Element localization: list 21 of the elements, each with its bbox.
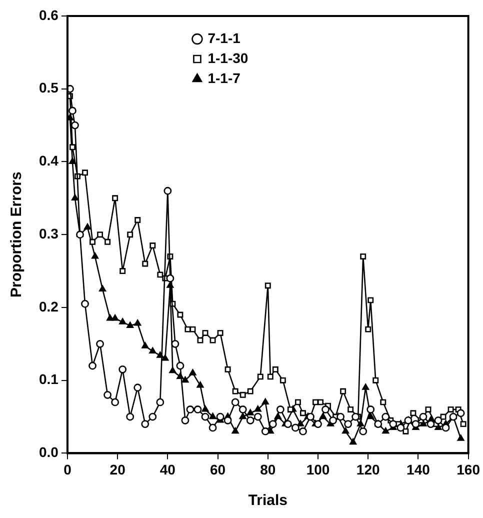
y-tick-label: 0.5 <box>38 80 59 96</box>
x-tick-label: 140 <box>406 461 430 478</box>
y-tick-label: 0.4 <box>38 152 59 169</box>
x-tick-label: 160 <box>456 461 480 478</box>
y-tick-label: 0.6 <box>38 6 59 23</box>
x-tick-label: 100 <box>306 461 330 478</box>
x-tick-label: 40 <box>160 461 176 478</box>
x-tick-label: 20 <box>110 461 126 478</box>
legend-label: 1-1-30 <box>208 50 248 66</box>
y-tick-label: 0.3 <box>38 225 59 242</box>
y-tick-label: 0.0 <box>38 444 59 460</box>
x-tick-label: 80 <box>260 461 276 478</box>
y-tick-label: 0.2 <box>38 298 59 314</box>
legend-label: 7-1-1 <box>208 30 241 46</box>
x-axis-title: Trials <box>248 492 288 510</box>
y-tick-label: 0.1 <box>38 371 59 388</box>
x-tick-label: 60 <box>210 461 226 478</box>
legend-label: 1-1-7 <box>208 70 241 86</box>
x-tick-label: 120 <box>356 461 380 478</box>
x-tick-label: 0 <box>64 461 72 478</box>
y-axis-title: Proportion Errors <box>8 172 26 298</box>
